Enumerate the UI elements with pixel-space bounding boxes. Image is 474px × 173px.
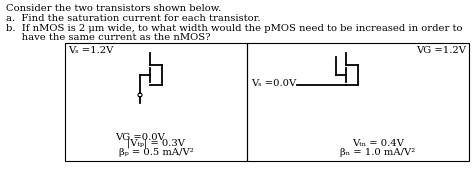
Text: a.  Find the saturation current for each transistor.: a. Find the saturation current for each … bbox=[6, 14, 261, 23]
Bar bbox=[247, 43, 469, 161]
Bar bbox=[65, 43, 247, 161]
Text: Consider the two transistors shown below.: Consider the two transistors shown below… bbox=[6, 4, 221, 13]
Text: βₙ = 1.0 mA/V²: βₙ = 1.0 mA/V² bbox=[340, 148, 416, 157]
Text: VG =0.0V: VG =0.0V bbox=[115, 133, 165, 142]
Text: Vₜₙ = 0.4V: Vₜₙ = 0.4V bbox=[352, 139, 404, 148]
Text: |Vₜₚ| = 0.3V: |Vₜₚ| = 0.3V bbox=[127, 139, 185, 148]
Text: b.  If nMOS is 2 μm wide, to what width would the pMOS need to be increased in o: b. If nMOS is 2 μm wide, to what width w… bbox=[6, 24, 463, 33]
Text: have the same current as the nMOS?: have the same current as the nMOS? bbox=[6, 33, 210, 42]
Text: VG =1.2V: VG =1.2V bbox=[416, 46, 466, 55]
Text: βₚ = 0.5 mA/V²: βₚ = 0.5 mA/V² bbox=[118, 148, 193, 157]
Text: Vₛ =0.0V: Vₛ =0.0V bbox=[251, 80, 296, 89]
Text: Vₛ =1.2V: Vₛ =1.2V bbox=[68, 46, 113, 55]
